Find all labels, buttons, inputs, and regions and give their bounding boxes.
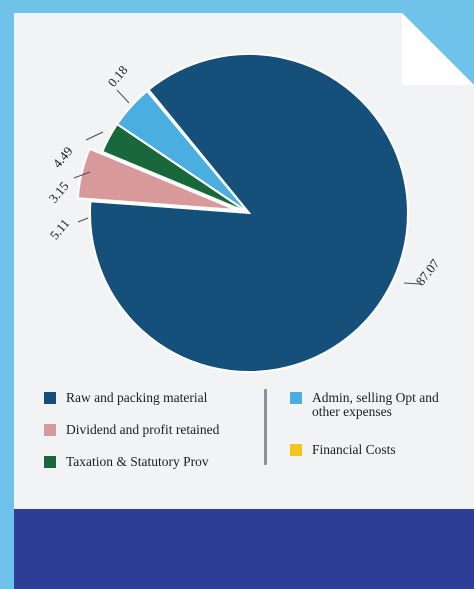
data-label-raw: 87.07 [413, 256, 443, 289]
leader-line-admin [85, 131, 104, 141]
pie-slice-financial [145, 88, 250, 214]
leader-line-dividend [77, 217, 89, 223]
data-label-dividend: 5.11 [47, 216, 73, 243]
leader-line-taxation [73, 171, 91, 179]
leader-line-financial [116, 89, 130, 104]
data-label-admin: 4.49 [49, 144, 75, 171]
leader-line-raw [403, 282, 421, 285]
footer-bar [14, 509, 474, 589]
data-label-financial: 0.18 [104, 63, 130, 90]
pie-slice-dividend [76, 147, 237, 211]
data-label-taxation: 3.15 [45, 179, 71, 206]
